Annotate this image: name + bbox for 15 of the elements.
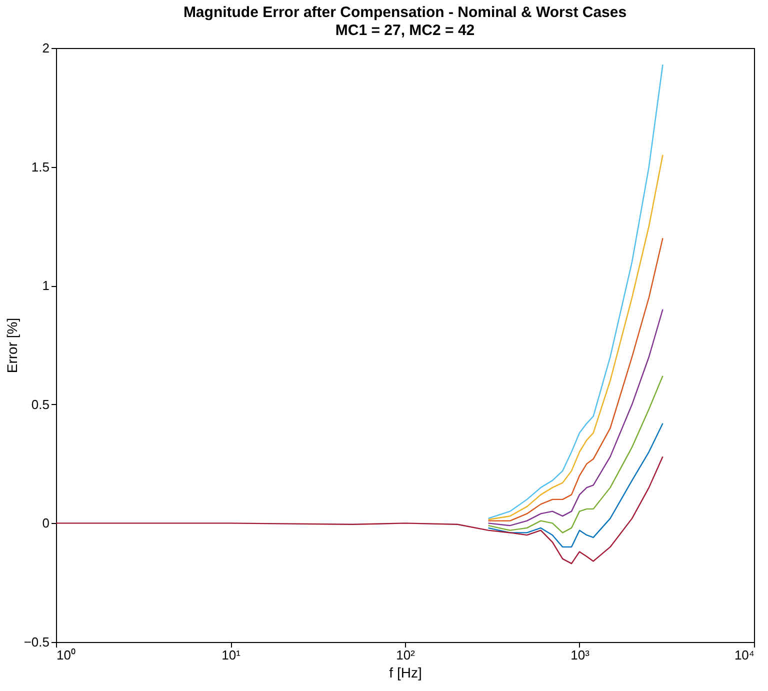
- x-tick-label: 10⁰: [56, 648, 76, 662]
- y-tick-label: 0.5: [31, 396, 50, 412]
- y-tick-label: 1.5: [31, 159, 50, 174]
- x-tick-label: 10¹: [222, 648, 242, 662]
- y-axis-title: Error [%]: [4, 318, 20, 374]
- y-tick-label: 2: [42, 40, 50, 56]
- chart-title: Magnitude Error after Compensation - Nominal & Worst Cases: [183, 4, 627, 21]
- y-tick-label: 0: [42, 516, 50, 531]
- x-tick-label: 10²: [396, 648, 416, 662]
- y-tick-label: 1: [42, 278, 50, 294]
- x-axis-title: f [Hz]: [389, 664, 422, 680]
- chart-subtitle: MC1 = 27, MC2 = 42: [335, 22, 475, 39]
- y-tick-label: −0.5: [24, 634, 50, 650]
- x-tick-label: 10⁴: [734, 648, 754, 662]
- x-tick-label: 10³: [570, 648, 590, 662]
